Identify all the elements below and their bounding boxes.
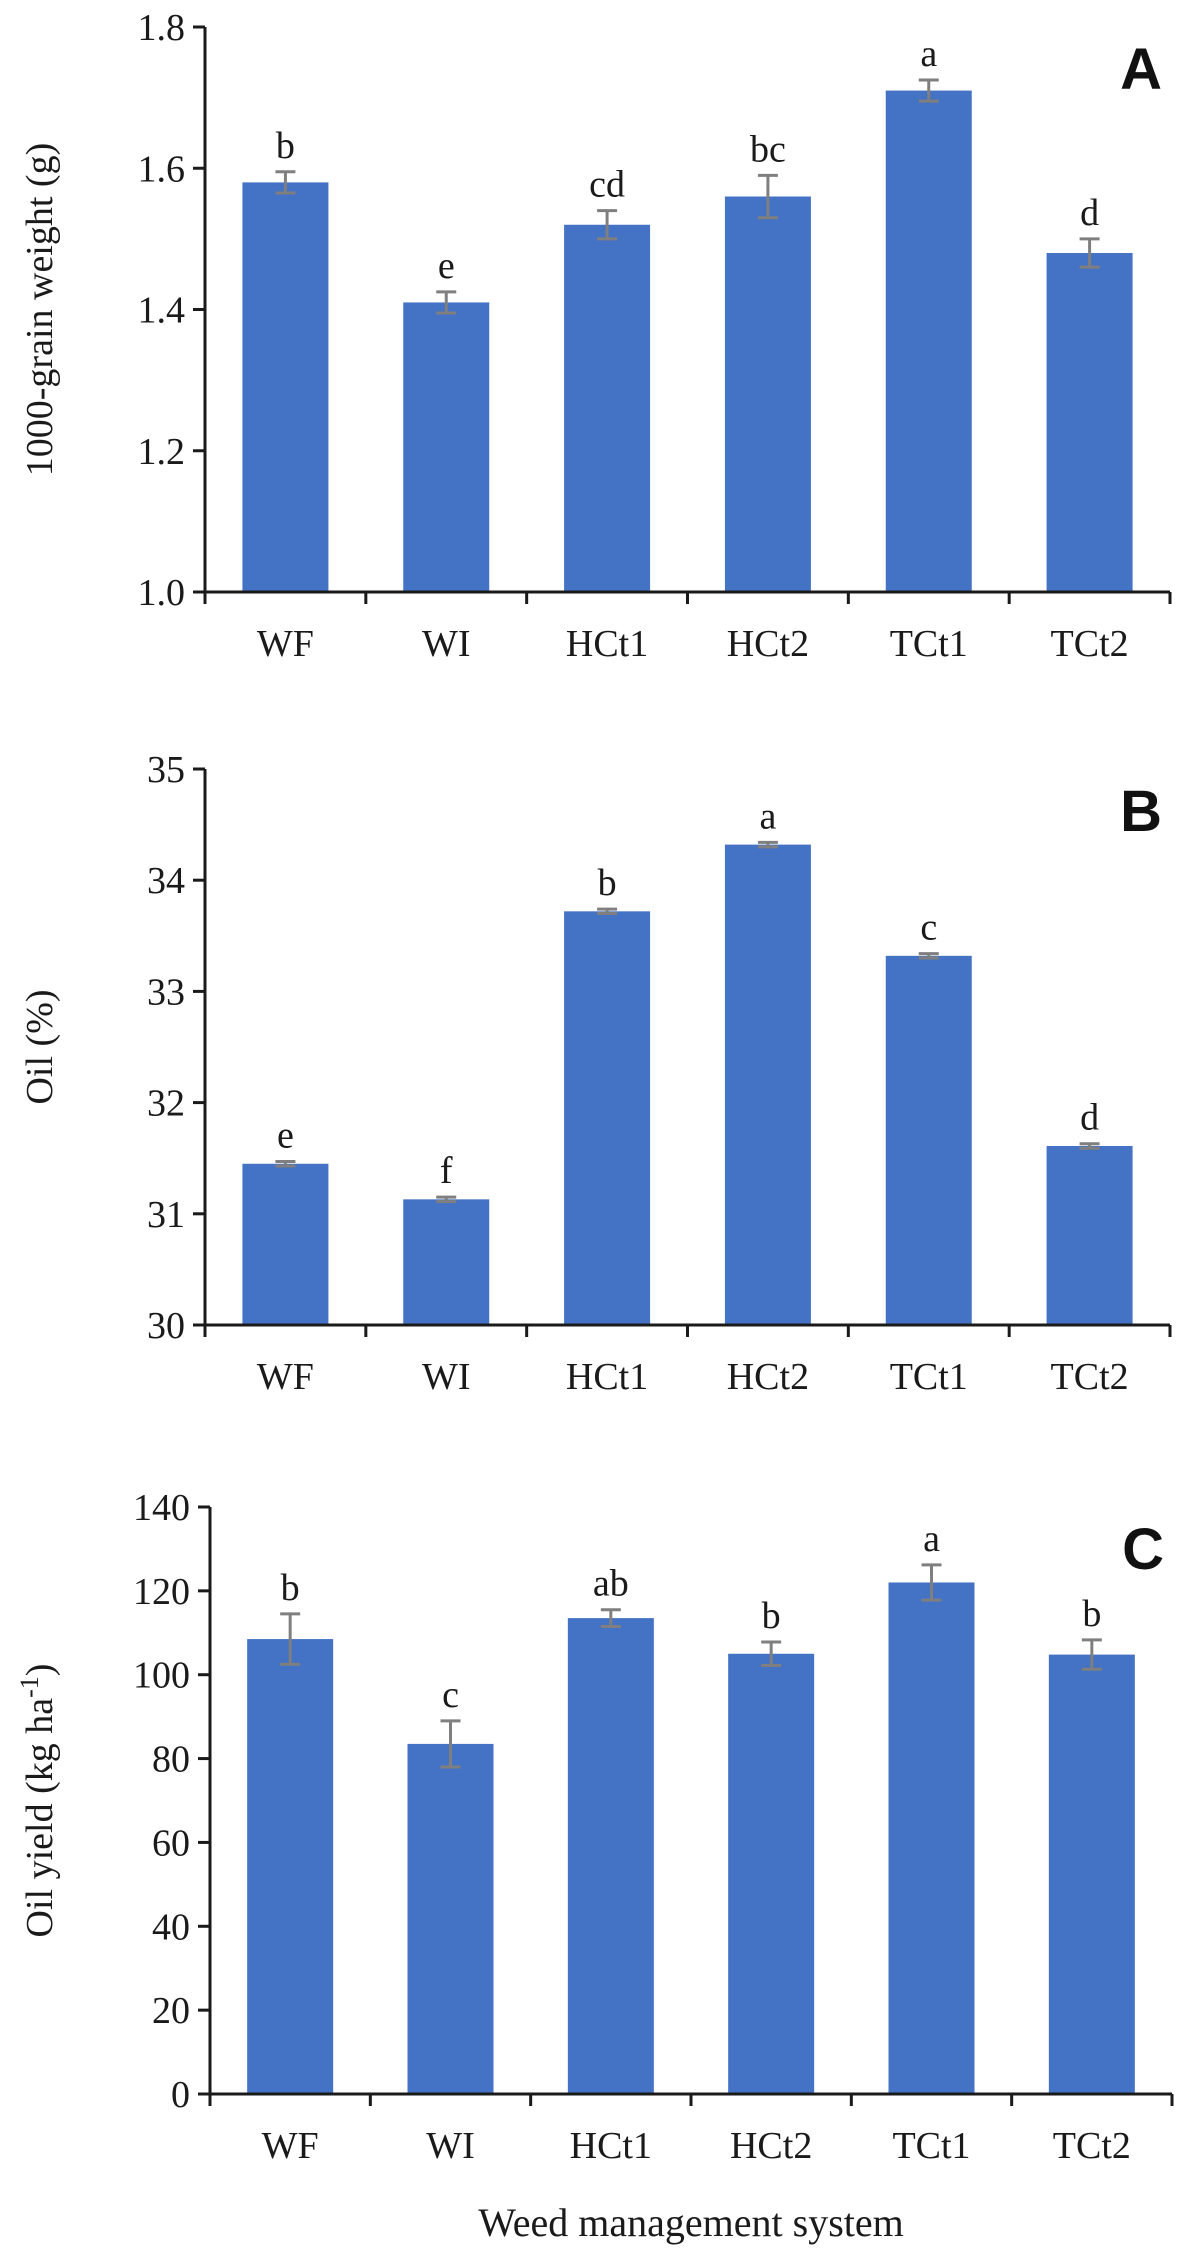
chart-b-bar [403,1199,490,1325]
x-axis-title: Weed management system [478,2200,904,2245]
chart-a-x-tick-label: TCt1 [890,623,968,665]
chart-c-x-tick-label: WF [262,2125,319,2167]
chart-c-significance-letter: c [442,1674,459,1716]
chart-a-significance-letter: d [1080,192,1099,234]
chart-b-bar [1046,1145,1133,1325]
chart-b-x-tick-label: HCt2 [727,1356,809,1398]
chart-b-x-tick-label: WF [257,1356,314,1398]
chart-c-x-tick-label: TCt2 [1053,2125,1131,2167]
chart-c-y-tick-label: 120 [133,1571,190,1613]
chart-b-x-tick-label: WI [422,1356,471,1398]
chart-c-y-tick-label: 80 [152,1739,190,1781]
chart-c-bar [567,1618,654,2094]
chart-c-y-tick-label: 60 [152,1822,190,1864]
chart-c-y-tick-label: 40 [152,1906,190,1948]
chart-c-panel-label: C [1122,1517,1164,1582]
chart-b-bar [885,955,972,1325]
chart-c-y-axis-title-end: ) [19,1664,61,1677]
chart-a-y-axis-title: 1000-grain weight (g) [19,143,61,476]
chart-c-bar [247,1639,334,2094]
chart-b-bar [242,1163,329,1325]
chart-a-significance-letter: a [920,33,937,75]
chart-b-panel-label: B [1120,779,1162,844]
chart-c-x-tick-label: HCt1 [570,2125,652,2167]
chart-a-y-tick-label: 1.0 [138,572,186,614]
chart-b-significance-letter: f [440,1150,453,1192]
chart-b-y-tick-label: 31 [147,1194,185,1236]
chart-a-significance-letter: bc [750,128,786,170]
chart-a-bar [242,182,329,592]
chart-a-x-tick-label: WF [257,623,314,665]
chart-c-bar [1048,1654,1135,2094]
chart-c-significance-letter: ab [593,1563,629,1605]
chart-a-y-tick-label: 1.2 [138,431,186,473]
chart-b-y-tick-label: 34 [147,860,185,902]
chart-b-x-tick-label: TCt1 [890,1356,968,1398]
chart-c-significance-letter: b [1082,1593,1101,1635]
chart-b-significance-letter: b [598,862,617,904]
chart-b-significance-letter: d [1080,1097,1099,1139]
chart-c-x-tick-label: WI [426,2125,475,2167]
chart-b-bar [724,844,811,1325]
chart-c-y-tick-label: 140 [133,1487,190,1529]
chart-b-x-tick-label: TCt2 [1051,1356,1129,1398]
chart-a-x-tick-label: HCt1 [566,623,648,665]
chart-c-x-tick-label: TCt1 [892,2125,970,2167]
chart-a-y-tick-label: 1.4 [138,290,186,332]
chart-a-x-tick-label: HCt2 [727,623,809,665]
chart-a-y-tick-label: 1.8 [138,7,186,49]
chart-b-y-axis-title: Oil (%) [19,989,61,1104]
chart-a-bar [724,196,811,592]
chart-c-y-tick-label: 100 [133,1655,190,1697]
chart-a-x-tick-label: TCt2 [1051,623,1129,665]
chart-b-x-tick-label: HCt1 [566,1356,648,1398]
chart-c-significance-letter: b [281,1567,300,1609]
chart-c-y-tick-label: 20 [152,1990,190,2032]
chart-c-y-axis-title: Oil yield (kg ha-1) [15,1664,62,1938]
chart-b-significance-letter: a [759,795,776,837]
chart-b-y-tick-label: 32 [147,1083,185,1125]
chart-a-significance-letter: e [438,245,455,287]
chart-a-significance-letter: cd [589,164,625,206]
chart-a-panel-label: A [1120,37,1162,102]
chart-c-bar [728,1653,815,2094]
chart-b-significance-letter: c [920,907,937,949]
chart-a-x-tick-label: WI [422,623,471,665]
chart-a-bar [1046,253,1133,592]
chart-c-significance-letter: b [762,1595,781,1637]
chart-a-bar [564,224,651,592]
chart-c-x-tick-label: HCt2 [730,2125,812,2167]
chart-b-y-tick-label: 33 [147,971,185,1013]
chart-b-significance-letter: e [277,1115,294,1157]
chart-c-bar [407,1743,494,2094]
chart-a-y-tick-label: 1.6 [138,148,186,190]
chart-a-bar [885,90,972,592]
chart-c-y-axis-title-superscript: -1 [15,1676,44,1698]
chart-c-bar [888,1582,975,2094]
chart-b-y-tick-label: 35 [147,749,185,791]
chart-b-bar [564,911,651,1325]
chart-c-y-tick-label: 0 [171,2074,190,2116]
chart-b-y-tick-label: 30 [147,1305,185,1347]
chart-a-bar [403,302,490,592]
chart-a-significance-letter: b [276,125,295,167]
chart-c-significance-letter: a [923,1518,940,1560]
